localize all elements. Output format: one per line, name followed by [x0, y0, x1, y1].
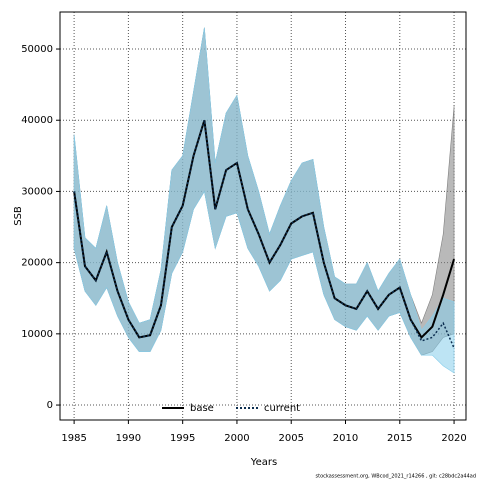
- y-tick-label: 30000: [21, 186, 53, 197]
- x-tick-label: 1990: [116, 433, 141, 444]
- y-tick-label: 10000: [21, 329, 53, 340]
- y-tick-label: 40000: [21, 115, 53, 126]
- x-tick-label: 2015: [387, 433, 412, 444]
- y-tick-label: 20000: [21, 258, 53, 269]
- line: [73, 120, 455, 349]
- footnote: stockassessment.org, WBcod_2021_r14266 ,…: [316, 474, 476, 480]
- x-tick-label: 2020: [441, 433, 466, 444]
- x-tick-label: 1995: [170, 433, 195, 444]
- y-tick-label: 50000: [21, 44, 53, 55]
- confidence-band: [73, 27, 455, 374]
- x-tick-label: 1985: [61, 433, 86, 444]
- y-axis-label: SSB: [13, 206, 24, 226]
- x-tick-label: 2000: [224, 433, 249, 444]
- legend-label: base: [190, 403, 214, 414]
- y-tick-label: 0: [47, 400, 53, 411]
- legend-label: current: [264, 403, 300, 414]
- x-tick-label: 2010: [333, 433, 358, 444]
- x-tick-label: 2005: [278, 433, 303, 444]
- plot-frame: [59, 11, 467, 421]
- x-axis-label: Years: [250, 457, 277, 468]
